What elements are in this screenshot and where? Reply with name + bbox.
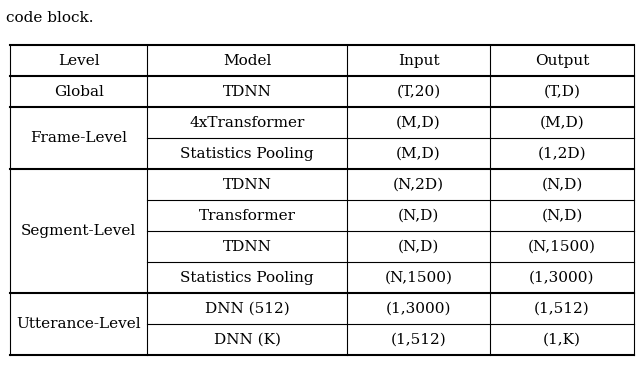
Text: Transformer: Transformer xyxy=(198,209,296,223)
Text: TDNN: TDNN xyxy=(223,240,271,254)
Text: (M,D): (M,D) xyxy=(540,116,584,130)
Text: Input: Input xyxy=(397,54,440,68)
Text: (N,1500): (N,1500) xyxy=(385,271,452,285)
Text: Segment-Level: Segment-Level xyxy=(21,224,136,238)
Text: (1,3000): (1,3000) xyxy=(386,302,451,316)
Text: (1,K): (1,K) xyxy=(543,333,581,347)
Text: Model: Model xyxy=(223,54,271,68)
Text: (T,D): (T,D) xyxy=(543,85,580,99)
Text: (N,1500): (N,1500) xyxy=(528,240,596,254)
Text: 4xTransformer: 4xTransformer xyxy=(189,116,305,130)
Text: TDNN: TDNN xyxy=(223,85,271,99)
Text: TDNN: TDNN xyxy=(223,178,271,192)
Text: Output: Output xyxy=(535,54,589,68)
Text: Statistics Pooling: Statistics Pooling xyxy=(180,147,314,161)
Text: (1,2D): (1,2D) xyxy=(538,147,586,161)
Text: DNN (512): DNN (512) xyxy=(205,302,289,316)
Text: Statistics Pooling: Statistics Pooling xyxy=(180,271,314,285)
Text: Level: Level xyxy=(58,54,100,68)
Text: (N,2D): (N,2D) xyxy=(393,178,444,192)
Text: (N,D): (N,D) xyxy=(398,240,439,254)
Text: (M,D): (M,D) xyxy=(396,147,441,161)
Text: (T,20): (T,20) xyxy=(396,85,441,99)
Text: (N,D): (N,D) xyxy=(541,178,582,192)
Text: (1,512): (1,512) xyxy=(534,302,590,316)
Text: (1,3000): (1,3000) xyxy=(529,271,595,285)
Text: (1,512): (1,512) xyxy=(390,333,447,347)
Text: code block.: code block. xyxy=(6,11,94,25)
Text: Utterance-Level: Utterance-Level xyxy=(17,317,141,331)
Text: (M,D): (M,D) xyxy=(396,116,441,130)
Text: Frame-Level: Frame-Level xyxy=(30,131,127,145)
Text: (N,D): (N,D) xyxy=(541,209,582,223)
Text: (N,D): (N,D) xyxy=(398,209,439,223)
Text: DNN (K): DNN (K) xyxy=(214,333,280,347)
Text: Global: Global xyxy=(54,85,104,99)
